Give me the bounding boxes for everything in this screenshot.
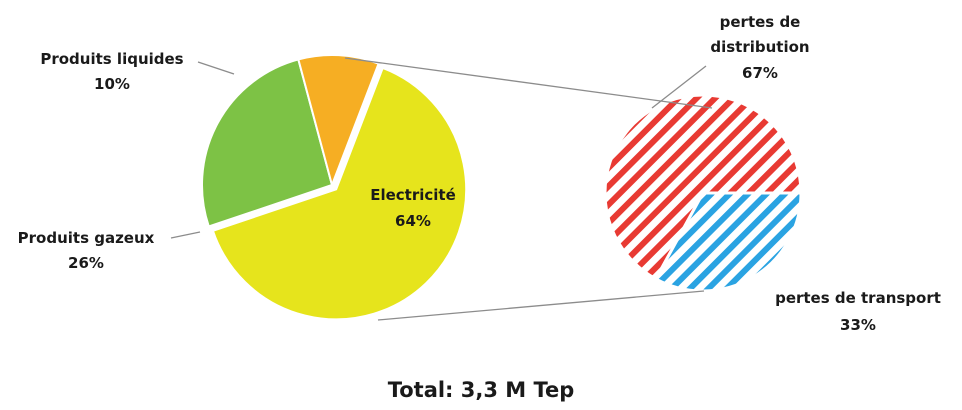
slice-pertes-de-transport (653, 191, 803, 293)
slice-produits-gazeux (201, 58, 334, 228)
secondary-pie (603, 93, 803, 293)
label-produits-liquides-pct: 10% (94, 75, 130, 93)
label-distribution-line2: distribution (710, 38, 809, 56)
label-transport-pct: 33% (840, 316, 876, 334)
slice-produits-liquides (297, 54, 380, 189)
label-distribution-pct: 67% (742, 64, 778, 82)
label-distribution-line1: pertes de (720, 13, 801, 31)
label-electricite-pct: 64% (395, 212, 431, 230)
leader-line-gazeux (170, 231, 201, 239)
label-produits-liquides-name: Produits liquides (40, 50, 183, 68)
label-electricite-name: Electricité (370, 186, 456, 204)
slice-pertes-de-distribution (603, 93, 803, 281)
total-label: Total: 3,3 M Tep (388, 378, 575, 402)
label-produits-gazeux-name: Produits gazeux (18, 229, 155, 247)
main-pie (201, 54, 468, 321)
label-produits-gazeux-pct: 26% (68, 254, 104, 272)
leader-line-liquides (197, 61, 235, 75)
slice-electricite (211, 66, 468, 321)
leader-line-distribution (651, 65, 707, 109)
label-transport-name: pertes de transport (775, 289, 941, 307)
connector-line-bottom (377, 290, 705, 321)
connector-line-top (344, 57, 713, 109)
